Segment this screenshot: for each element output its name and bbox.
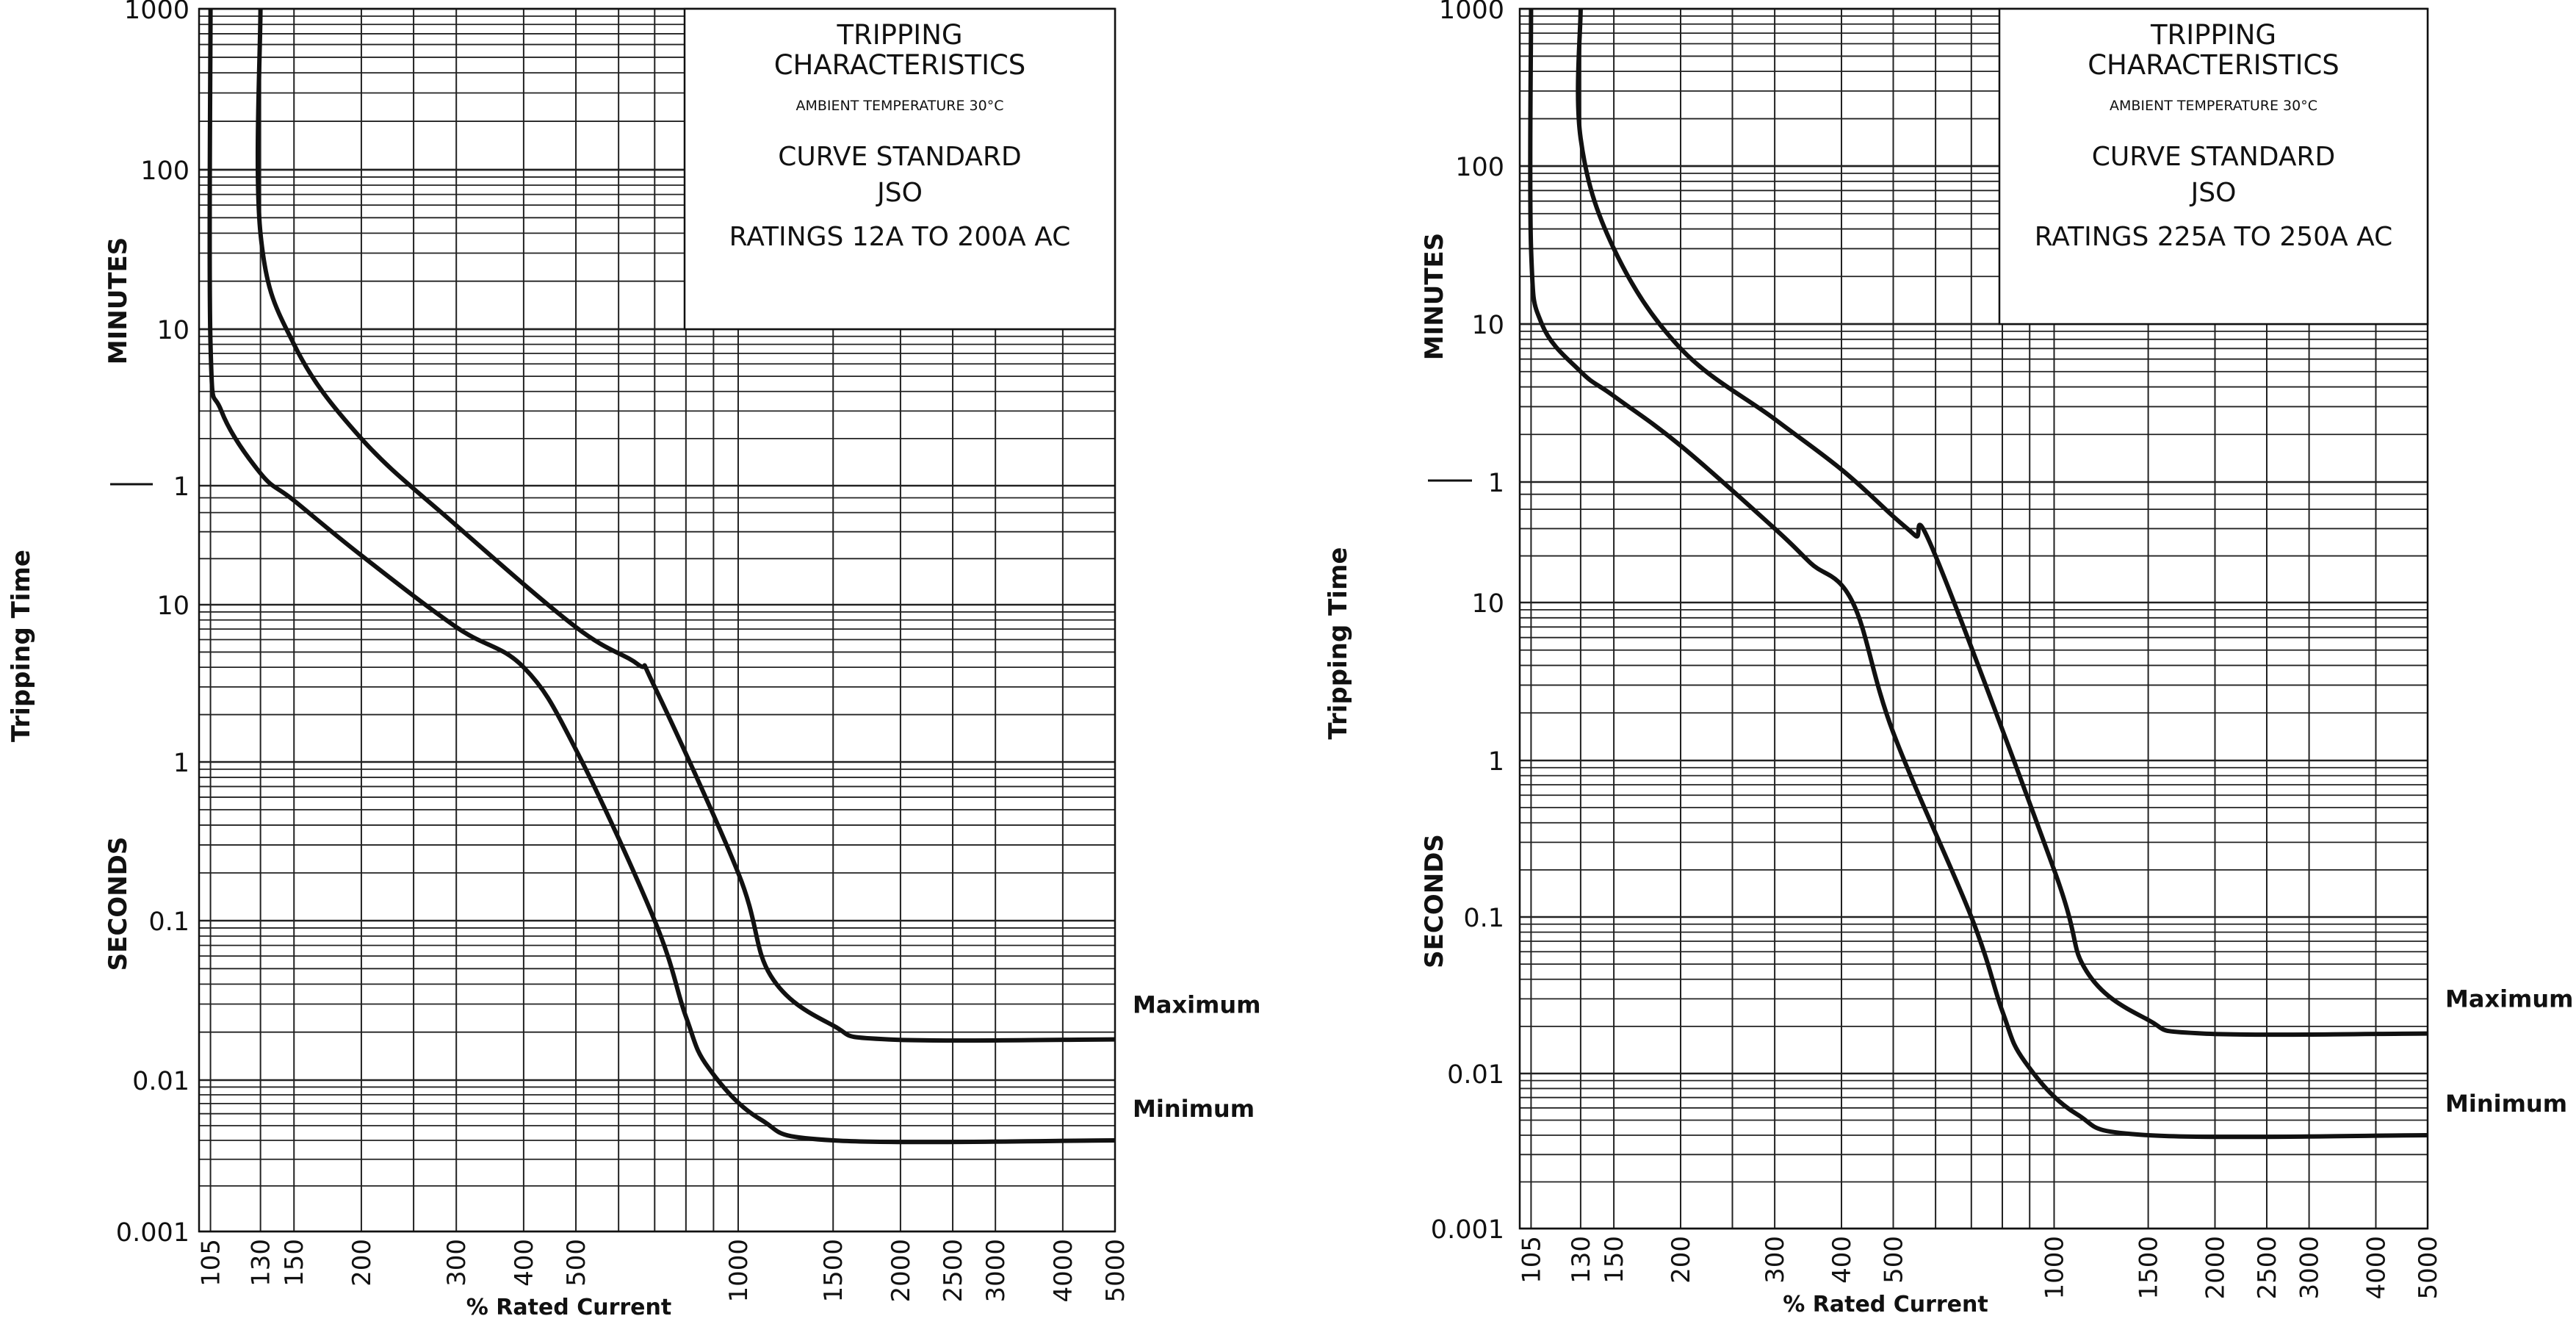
y-tick-seconds: 1 <box>1488 747 1504 777</box>
y-tick-seconds: 0.001 <box>116 1218 190 1248</box>
y-tick-minutes: 10 <box>1471 311 1504 340</box>
chart-title-line-2: CHARACTERISTICS <box>2088 49 2339 81</box>
chart-title-line-1: TRIPPING <box>836 19 962 51</box>
x-axis-label: % Rated Current <box>466 1295 671 1320</box>
y-tick-seconds: 0.1 <box>148 907 190 937</box>
x-tick-label: 300 <box>1761 1236 1790 1284</box>
x-tick-label: 2500 <box>939 1239 968 1303</box>
y-tick-minutes: 1000 <box>1439 0 1504 25</box>
ratings-label: RATINGS 12A TO 200A AC <box>729 222 1071 252</box>
y-tick-seconds: 10 <box>156 591 190 621</box>
x-tick-label: 2500 <box>2253 1236 2282 1300</box>
info-box-frame <box>1998 7 2429 326</box>
y-tick-seconds: 0.01 <box>1447 1060 1504 1090</box>
x-tick-label: 105 <box>197 1239 226 1287</box>
x-tick-label: 400 <box>510 1239 539 1287</box>
curve-standard-value: JSO <box>2190 178 2237 208</box>
x-tick-label: 1000 <box>2040 1236 2069 1300</box>
x-tick-label: 400 <box>1828 1236 1857 1284</box>
y-tick-minutes: 10 <box>156 316 190 345</box>
y-tick-seconds: 0.001 <box>1431 1215 1504 1245</box>
y-tick-minutes: 1 <box>1488 469 1504 498</box>
curve-maximum <box>1576 8 2428 1037</box>
chart-subtitle: AMBIENT TEMPERATURE 30°C <box>2110 98 2317 114</box>
y-axis-label: Tripping Time <box>7 550 36 742</box>
unit-seconds: SECONDS <box>1420 834 1449 968</box>
unit-seconds: SECONDS <box>104 837 133 971</box>
info-box-frame <box>683 7 1116 331</box>
plot-frame <box>1518 7 2429 1230</box>
curve-minimum <box>1528 8 2428 1140</box>
x-tick-label: 5000 <box>2414 1236 2443 1300</box>
x-tick-label: 200 <box>1667 1236 1696 1284</box>
x-tick-label: 1500 <box>819 1239 848 1303</box>
unit-minutes: MINUTES <box>1420 233 1449 360</box>
x-tick-label: 300 <box>442 1239 472 1287</box>
ratings-label: RATINGS 225A TO 250A AC <box>2035 222 2393 252</box>
y-tick-seconds: 10 <box>1471 589 1504 619</box>
x-tick-label: 150 <box>280 1239 309 1287</box>
y-axis-label: Tripping Time <box>1324 547 1353 740</box>
x-tick-label: 4000 <box>2362 1236 2391 1300</box>
y-tick-minutes: 100 <box>1455 153 1504 182</box>
legend-label-maximum: Maximum <box>1133 991 1261 1019</box>
y-tick-seconds: 1 <box>173 749 190 778</box>
y-tick-minutes: 1 <box>173 472 190 502</box>
y-tick-minutes: 1000 <box>124 0 190 25</box>
unit-minutes: MINUTES <box>104 237 133 364</box>
x-tick-label: 200 <box>347 1239 377 1287</box>
chart-title-line-2: CHARACTERISTICS <box>774 49 1026 81</box>
x-tick-label: 1000 <box>724 1239 754 1303</box>
x-tick-label: 2000 <box>2201 1236 2230 1300</box>
x-tick-label: 105 <box>1517 1236 1546 1284</box>
curve-standard-label: CURVE STANDARD <box>2092 142 2335 172</box>
grid-lines <box>199 7 1116 1233</box>
trip-curves: Maximum Minimum <box>1528 8 2574 1140</box>
x-tick-label: 3000 <box>981 1239 1011 1303</box>
curve-maximum <box>255 8 1116 1043</box>
y-tick-labels: 1000 100 10 1 10 1 0.1 0.01 0.001 <box>1428 0 1504 1245</box>
y-tick-labels: 1000 100 10 1 10 1 0.1 0.01 0.001 <box>110 0 190 1248</box>
x-tick-label: 500 <box>1880 1236 1909 1284</box>
y-tick-seconds: 0.1 <box>1463 904 1504 933</box>
trip-curves: Maximum Minimum <box>207 8 1261 1145</box>
x-tick-label: 3000 <box>2295 1236 2325 1300</box>
x-tick-label: 1500 <box>2135 1236 2164 1300</box>
x-tick-labels: 105 130 150 200 300 400 500 1000 1500 2000 2500 300… <box>197 1239 1130 1303</box>
x-tick-label: 150 <box>1600 1236 1629 1284</box>
legend-label-maximum: Maximum <box>2445 985 2574 1013</box>
y-tick-minutes: 100 <box>140 157 190 186</box>
y-tick-seconds: 0.01 <box>132 1067 190 1096</box>
chart-subtitle: AMBIENT TEMPERATURE 30°C <box>795 98 1003 114</box>
plot-frame <box>198 7 1116 1233</box>
curve-standard-value: JSO <box>876 178 923 208</box>
curve-standard-label: CURVE STANDARD <box>778 142 1021 172</box>
chart-title-line-1: TRIPPING <box>2150 19 2276 51</box>
curve-minimum <box>207 8 1116 1145</box>
legend-label-minimum: Minimum <box>2445 1090 2567 1118</box>
x-tick-label: 130 <box>247 1239 276 1287</box>
x-tick-label: 5000 <box>1101 1239 1130 1303</box>
x-tick-label: 130 <box>1567 1236 1596 1284</box>
x-tick-labels: 105 130 150 200 300 400 500 1000 1500 2000 2500 300… <box>1517 1236 2443 1300</box>
x-tick-label: 4000 <box>1049 1239 1078 1303</box>
x-tick-label: 2000 <box>887 1239 916 1303</box>
x-tick-label: 500 <box>562 1239 591 1287</box>
legend-label-minimum: Minimum <box>1133 1095 1255 1123</box>
x-axis-label: % Rated Current <box>1783 1292 1988 1317</box>
